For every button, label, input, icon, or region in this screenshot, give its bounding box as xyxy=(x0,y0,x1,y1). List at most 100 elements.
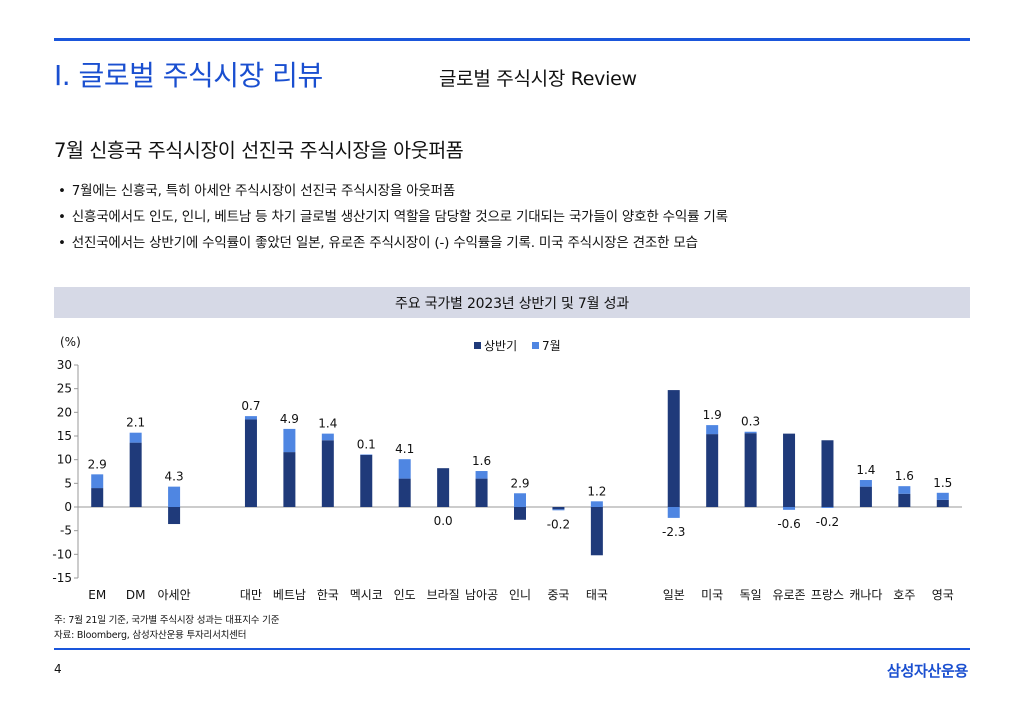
bar-first-half xyxy=(590,507,603,556)
x-category-label: 프랑스 xyxy=(811,588,844,602)
bar-first-half xyxy=(283,452,296,507)
data-label: 0.0 xyxy=(434,514,453,528)
y-tick-label: 15 xyxy=(57,429,72,443)
bar-july xyxy=(667,507,680,518)
y-tick-label: -5 xyxy=(60,524,72,538)
data-label: 0.1 xyxy=(357,437,376,451)
bar-first-half xyxy=(898,493,911,507)
x-category-label: EM xyxy=(88,588,106,602)
y-tick-label: 5 xyxy=(64,476,72,490)
data-label: 0.7 xyxy=(241,399,260,413)
bar-july xyxy=(475,471,488,479)
x-category-label: 인니 xyxy=(509,588,531,602)
bar-first-half xyxy=(398,478,411,507)
data-label: 2.1 xyxy=(126,416,145,430)
bar-july xyxy=(129,432,142,443)
x-category-label: 브라질 xyxy=(427,588,460,602)
data-label: 1.4 xyxy=(318,417,337,431)
data-label: 4.3 xyxy=(165,470,184,484)
data-label: 1.9 xyxy=(703,408,722,422)
x-category-label: 한국 xyxy=(317,588,339,602)
y-unit-label: (%) xyxy=(60,335,81,349)
bar-july xyxy=(360,454,373,455)
y-tick-label: 30 xyxy=(57,358,72,372)
data-label: 0.3 xyxy=(741,415,760,429)
bar-first-half xyxy=(321,440,334,507)
data-label: 2.9 xyxy=(510,476,529,490)
bar-first-half xyxy=(437,468,450,507)
headline: 7월 신흥국 주식시장이 선진국 주식시장을 아웃퍼폼 xyxy=(54,139,464,162)
data-label: 2.9 xyxy=(88,457,107,471)
chart-title: 주요 국가별 2023년 상반기 및 7월 성과 xyxy=(54,287,970,318)
data-label: 1.6 xyxy=(472,454,491,468)
x-category-label: 아세안 xyxy=(158,588,191,602)
y-tick-label: -15 xyxy=(52,571,72,585)
top-rule xyxy=(54,38,970,41)
x-category-label: 대만 xyxy=(240,588,262,602)
bar-first-half xyxy=(91,488,104,507)
bar-july xyxy=(283,428,296,453)
legend-label-july: 7월 xyxy=(542,339,561,353)
legend-swatch-july xyxy=(532,342,539,349)
source-note: 자료: Bloomberg, 삼성자산운용 투자리서치센터 xyxy=(54,630,247,641)
y-tick-label: -10 xyxy=(52,547,72,561)
bar-july xyxy=(590,501,603,507)
bar-first-half xyxy=(244,419,257,507)
bar-july xyxy=(898,486,911,494)
bar-july xyxy=(936,492,949,500)
x-category-label: 영국 xyxy=(932,588,954,602)
bar-july xyxy=(321,433,334,441)
bar-first-half xyxy=(552,507,565,510)
bar-july xyxy=(744,431,757,434)
x-category-label: 독일 xyxy=(740,588,762,602)
data-label: 1.2 xyxy=(587,484,606,498)
data-label: -0.2 xyxy=(816,515,839,529)
data-label: 4.9 xyxy=(280,412,299,426)
x-category-label: 캐나다 xyxy=(849,588,882,602)
legend-swatch-first-half xyxy=(474,342,481,349)
x-category-label: 태국 xyxy=(586,588,608,602)
bar-first-half xyxy=(821,440,834,507)
bar-july xyxy=(706,425,719,435)
footnote: 주: 7월 21일 기준, 국가별 주식시장 성과는 대표지수 기준 xyxy=(54,615,280,626)
bullet-item: 선진국에서는 상반기에 수익률이 좋았던 일본, 유로존 주식시장이 (-) 수… xyxy=(58,230,728,256)
data-label: 1.4 xyxy=(856,463,875,477)
bar-july xyxy=(91,474,104,489)
x-category-label: 일본 xyxy=(663,588,685,602)
x-category-label: 베트남 xyxy=(273,588,306,602)
bottom-rule xyxy=(54,648,970,650)
data-label: 1.5 xyxy=(933,476,952,490)
bar-july xyxy=(783,507,796,510)
bar-first-half xyxy=(514,507,526,520)
bar-first-half xyxy=(360,454,373,507)
x-category-label: 호주 xyxy=(893,588,915,602)
bar-july xyxy=(244,416,257,420)
section-title: I. 글로벌 주식시장 리뷰 xyxy=(54,59,323,92)
x-category-label: 남아공 xyxy=(465,588,498,602)
bar-first-half xyxy=(706,434,719,507)
bar-july xyxy=(168,486,181,507)
bar-first-half xyxy=(667,390,680,507)
bar-first-half xyxy=(475,478,488,507)
y-tick-label: 10 xyxy=(57,453,72,467)
data-label: -2.3 xyxy=(662,525,685,539)
stacked-bar-chart: (%) 30 25 20 15 10 5 0 -5 -10 -15 2.9 2.1 4.3 0.7 4.9 1.… xyxy=(52,335,962,602)
data-label: 1.6 xyxy=(895,469,914,483)
bar-first-half xyxy=(859,486,872,507)
y-tick-label: 20 xyxy=(57,405,72,419)
bar-first-half xyxy=(936,499,949,507)
y-tick-label: 0 xyxy=(64,500,72,514)
data-label: -0.6 xyxy=(777,517,800,531)
bar-july xyxy=(821,507,834,508)
bar-first-half xyxy=(744,433,757,507)
section-subtitle: 글로벌 주식시장 Review xyxy=(439,68,637,90)
x-category-label: 유로존 xyxy=(772,588,805,602)
page-number: 4 xyxy=(54,662,62,676)
bar-july xyxy=(514,493,526,507)
bar-july xyxy=(859,480,872,487)
legend-label-first-half: 상반기 xyxy=(484,339,517,353)
x-category-label: 중국 xyxy=(547,588,569,602)
bullet-item: 신흥국에서도 인도, 인니, 베트남 등 차기 글로벌 생산기지 역할을 담당할… xyxy=(58,204,728,230)
bar-first-half xyxy=(783,433,796,507)
y-tick-label: 25 xyxy=(57,382,72,396)
